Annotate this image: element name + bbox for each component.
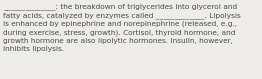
Text: ______________: the breakdown of triglycerides into glycerol and
fatty acids, ca: ______________: the breakdown of triglyc… <box>3 3 241 52</box>
